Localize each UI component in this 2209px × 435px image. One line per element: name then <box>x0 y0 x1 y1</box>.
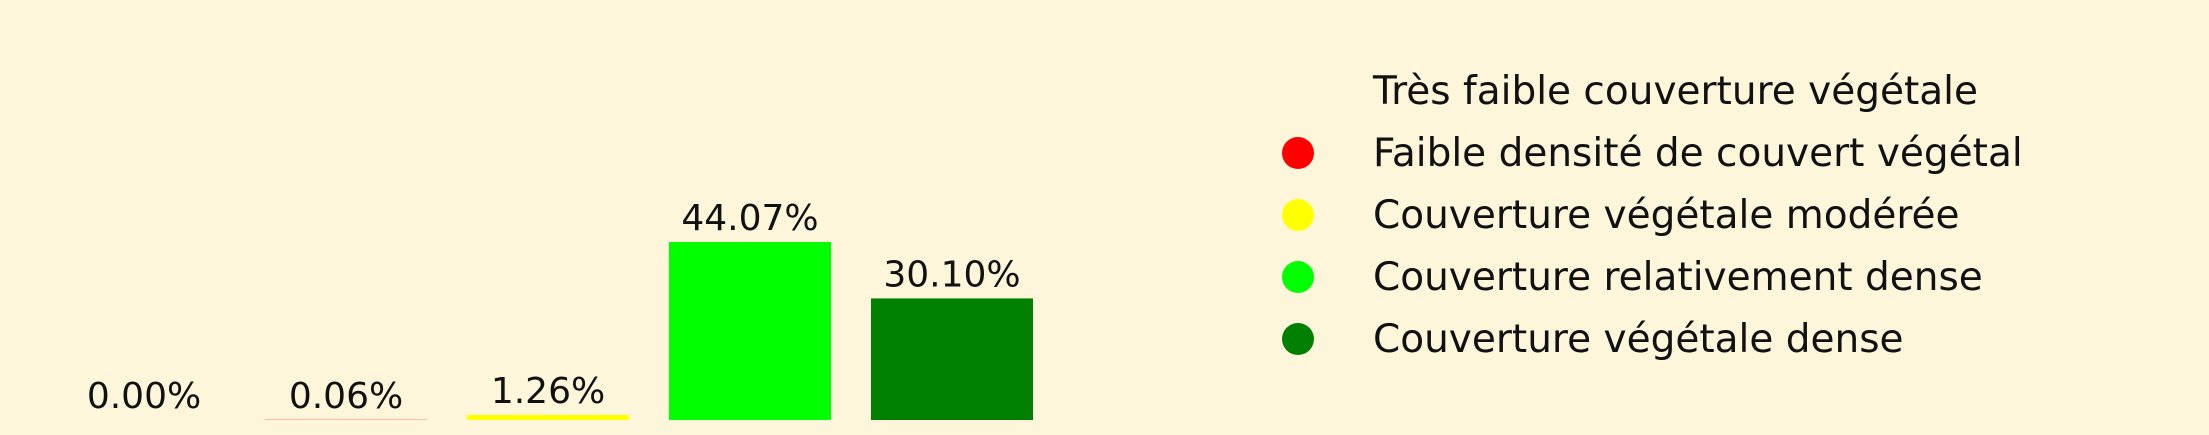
legend-marker-5 <box>1282 323 1314 355</box>
bar-5 <box>871 298 1033 420</box>
legend-label-1: Très faible couverture végétale <box>1372 69 1978 114</box>
bar-value-label-5: 30.10% <box>883 254 1020 295</box>
legend-label-3: Couverture végétale modérée <box>1373 193 1960 238</box>
bar-value-label-4: 44.07% <box>681 198 818 239</box>
legend-label-4: Couverture relativement dense <box>1373 255 1983 300</box>
legend-marker-1 <box>1282 75 1314 107</box>
legend: Très faible couverture végétale Faible de… <box>1282 69 2023 362</box>
bar-value-label-2: 0.06% <box>289 376 403 417</box>
legend-marker-2 <box>1282 137 1314 169</box>
legend-label-5: Couverture végétale dense <box>1373 317 1904 362</box>
bars-group <box>265 242 1033 420</box>
legend-label-2: Faible densité de couvert végétal <box>1373 131 2023 176</box>
bar-4 <box>669 242 831 420</box>
bar-3 <box>467 414 629 420</box>
legend-marker-4 <box>1282 261 1314 293</box>
legend-marker-3 <box>1282 199 1314 231</box>
bar-value-label-1: 0.00% <box>87 376 201 417</box>
bar-value-label-3: 1.26% <box>491 371 605 412</box>
bar-labels-group: 0.00% 0.06% 1.26% 44.07% 30.10% <box>87 198 1021 417</box>
